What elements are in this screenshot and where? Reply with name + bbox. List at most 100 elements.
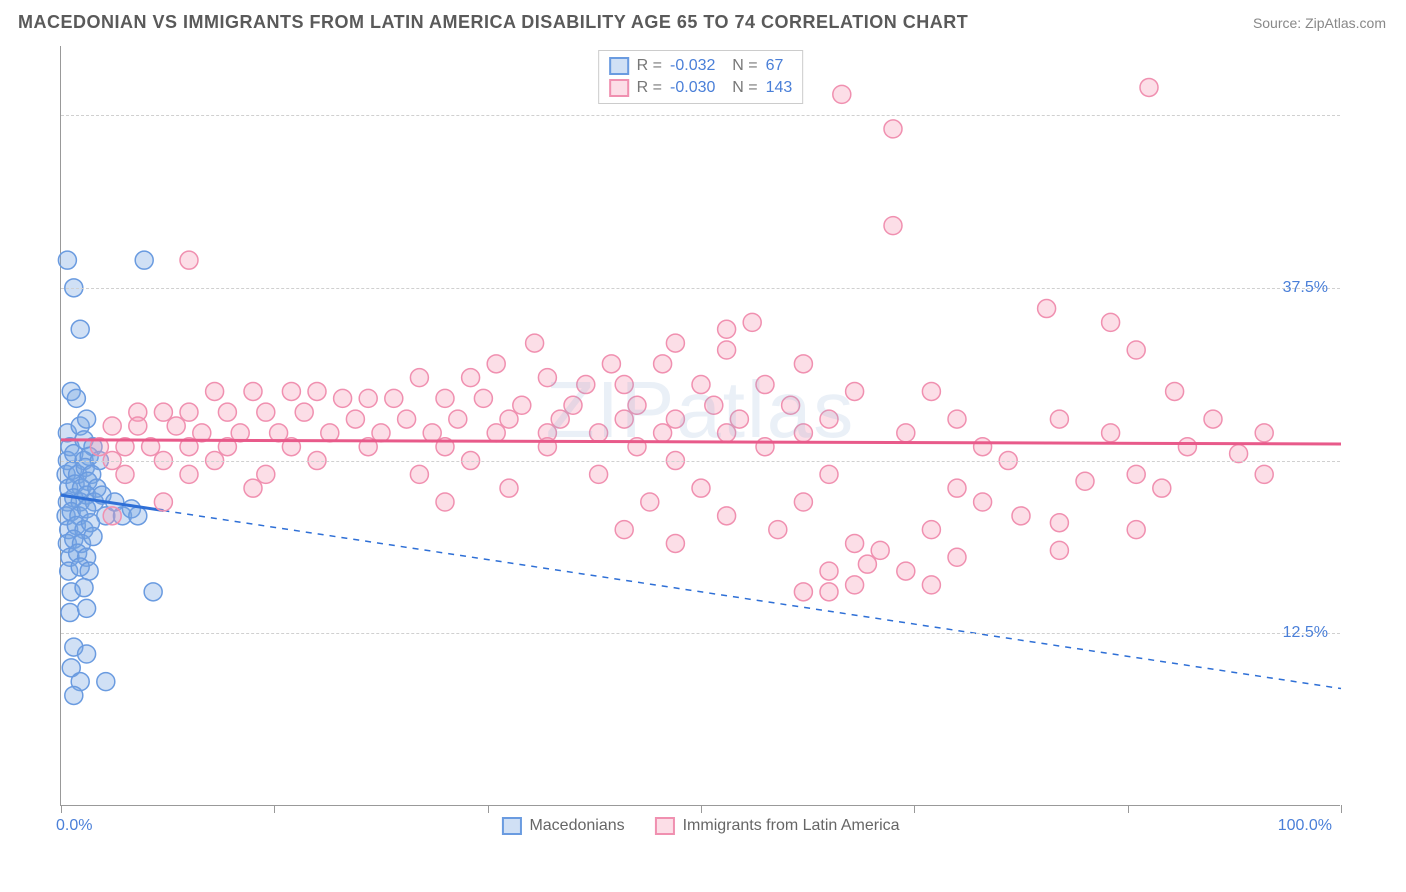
data-point [1204, 410, 1222, 428]
data-point [666, 334, 684, 352]
legend-n-label: N = [723, 79, 757, 97]
x-tick [1128, 805, 1129, 813]
data-point [398, 410, 416, 428]
data-point [666, 534, 684, 552]
data-point [346, 410, 364, 428]
data-point [654, 424, 672, 442]
legend-r-value: -0.030 [670, 79, 715, 97]
data-point [769, 521, 787, 539]
chart-header: MACEDONIAN VS IMMIGRANTS FROM LATIN AMER… [0, 0, 1406, 41]
data-point [884, 120, 902, 138]
data-point [244, 382, 262, 400]
legend-n-value: 143 [766, 79, 793, 97]
data-point [78, 645, 96, 663]
data-point [1102, 313, 1120, 331]
data-point [590, 424, 608, 442]
data-point [1050, 514, 1068, 532]
data-point [436, 389, 454, 407]
data-point [974, 493, 992, 511]
data-point [180, 403, 198, 421]
legend-r-value: -0.032 [670, 57, 715, 75]
gridline [61, 288, 1340, 289]
data-point [1178, 438, 1196, 456]
x-tick [61, 805, 62, 813]
data-point [1255, 424, 1273, 442]
data-point [67, 389, 85, 407]
x-tick-label: 0.0% [56, 817, 92, 835]
data-point [1012, 507, 1030, 525]
data-point [410, 369, 428, 387]
data-point [129, 417, 147, 435]
gridline [61, 115, 1340, 116]
data-point [756, 438, 774, 456]
data-point [65, 686, 83, 704]
data-point [718, 424, 736, 442]
x-tick [701, 805, 702, 813]
y-tick-label: 37.5% [1283, 279, 1328, 297]
data-point [602, 355, 620, 373]
legend-stats-row: R = -0.032 N = 67 [609, 55, 793, 77]
data-point [871, 541, 889, 559]
data-point [282, 382, 300, 400]
data-point [61, 604, 79, 622]
data-point [513, 396, 531, 414]
data-point [71, 320, 89, 338]
data-point [974, 438, 992, 456]
data-point [103, 417, 121, 435]
data-point [846, 576, 864, 594]
data-point [75, 579, 93, 597]
x-tick [1341, 805, 1342, 813]
gridline [61, 461, 1340, 462]
data-point [718, 320, 736, 338]
data-point [756, 376, 774, 394]
data-point [692, 479, 710, 497]
data-point [500, 479, 518, 497]
data-point [78, 410, 96, 428]
data-point [590, 465, 608, 483]
data-point [295, 403, 313, 421]
legend-bottom: MacedoniansImmigrants from Latin America [501, 817, 899, 835]
data-point [84, 528, 102, 546]
legend-stats-row: R = -0.030 N = 143 [609, 77, 793, 99]
data-point [858, 555, 876, 573]
data-point [577, 376, 595, 394]
legend-series-label: Immigrants from Latin America [683, 817, 900, 835]
legend-stats-box: R = -0.032 N = 67R = -0.030 N = 143 [598, 50, 804, 104]
x-tick [488, 805, 489, 813]
data-point [526, 334, 544, 352]
legend-swatch [655, 817, 675, 835]
data-point [1038, 300, 1056, 318]
trend-line-extrapolated [163, 511, 1341, 689]
legend-swatch [501, 817, 521, 835]
data-point [820, 583, 838, 601]
data-point [922, 521, 940, 539]
data-point [897, 562, 915, 580]
data-point [372, 424, 390, 442]
legend-n-value: 67 [766, 57, 784, 75]
data-point [436, 493, 454, 511]
data-point [1102, 424, 1120, 442]
data-point [423, 424, 441, 442]
data-point [462, 369, 480, 387]
data-point [564, 396, 582, 414]
chart-container: Disability Age 65 to 74 ZIPatlas R = -0.… [60, 46, 1366, 806]
gridline [61, 633, 1340, 634]
data-point [58, 251, 76, 269]
data-point [103, 507, 121, 525]
data-point [359, 389, 377, 407]
legend-n-label: N = [723, 57, 757, 75]
data-point [948, 479, 966, 497]
data-point [884, 217, 902, 235]
data-point [794, 493, 812, 511]
data-point [846, 534, 864, 552]
x-tick-label: 100.0% [1278, 817, 1332, 835]
data-point [167, 417, 185, 435]
data-point [154, 493, 172, 511]
data-point [180, 251, 198, 269]
data-point [846, 382, 864, 400]
data-point [666, 410, 684, 428]
plot-area: ZIPatlas R = -0.032 N = 67R = -0.030 N =… [60, 46, 1340, 806]
data-point [257, 403, 275, 421]
legend-swatch [609, 57, 629, 75]
data-point [628, 396, 646, 414]
